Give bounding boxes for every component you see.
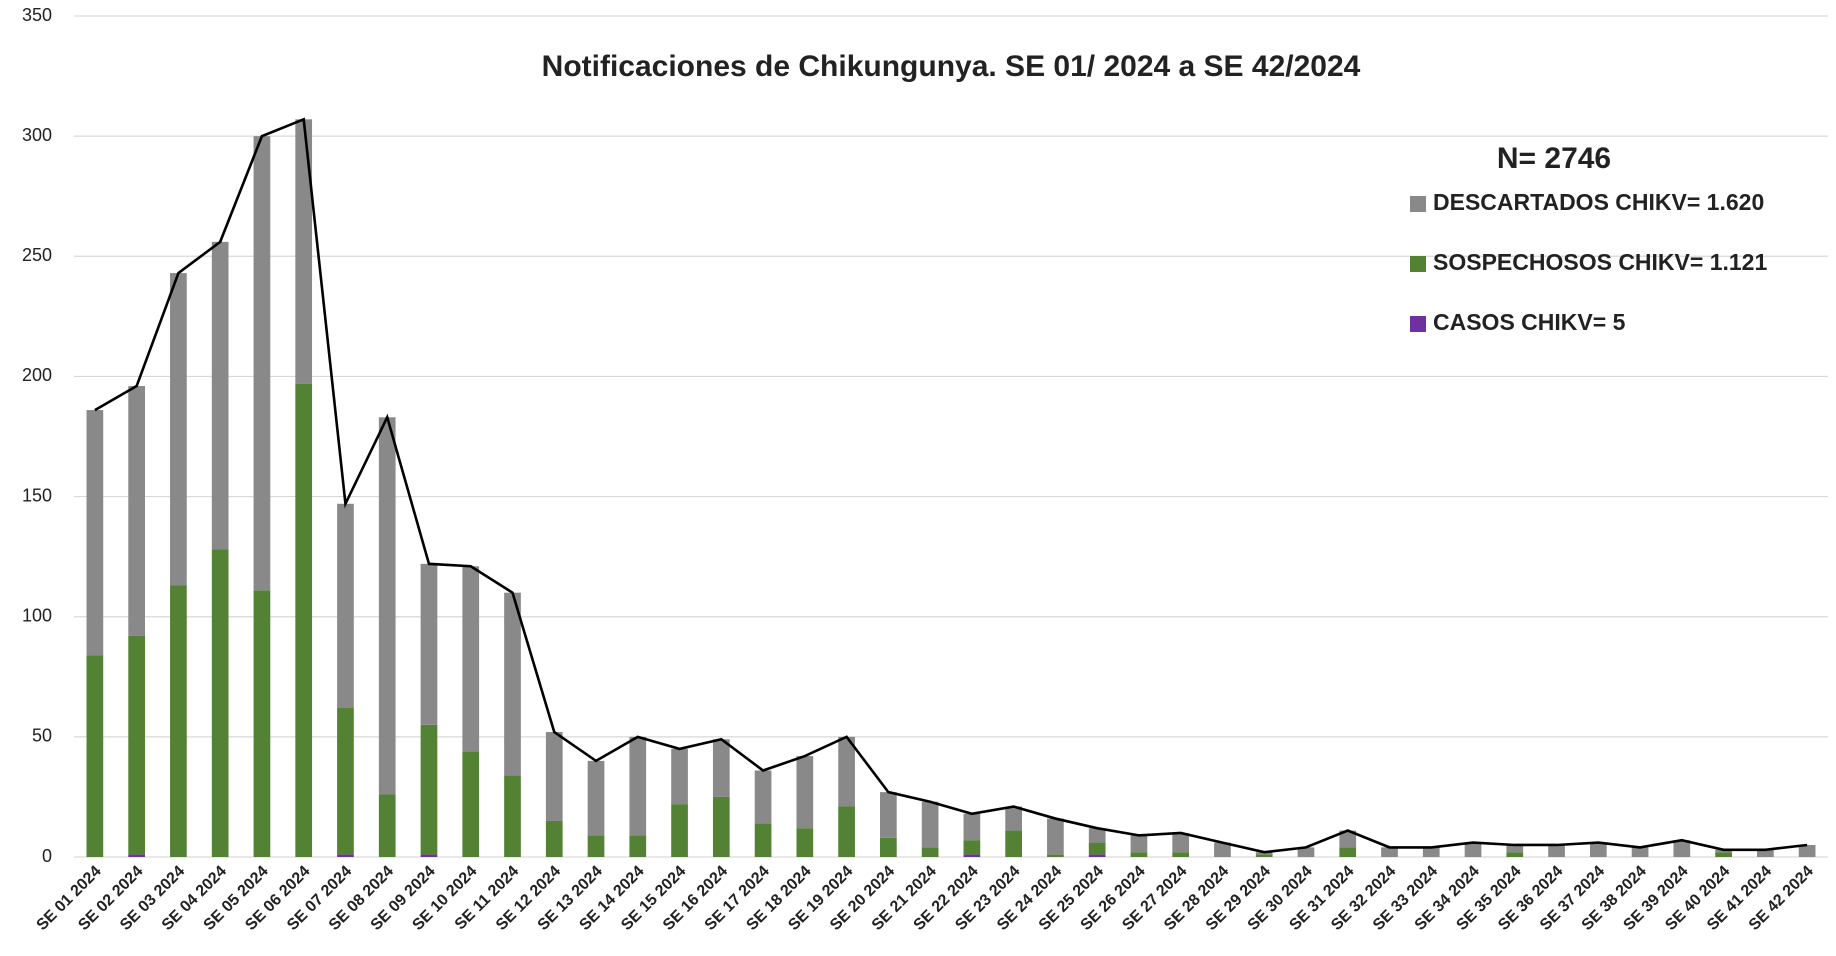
bar-segment bbox=[671, 804, 688, 857]
bar-segment bbox=[128, 854, 145, 857]
bar-segment bbox=[963, 813, 981, 841]
bar-segment bbox=[253, 590, 271, 857]
y-tick-label: 150 bbox=[22, 485, 52, 505]
bar-segment bbox=[128, 635, 145, 855]
bar-segment bbox=[754, 823, 772, 857]
bar-segment bbox=[378, 417, 396, 795]
bar-segment bbox=[963, 854, 981, 857]
bar-segment bbox=[1339, 847, 1357, 857]
bar-segment bbox=[1631, 847, 1649, 857]
legend-title: N= 2746 bbox=[1497, 142, 1611, 175]
bar-segment bbox=[1088, 828, 1106, 843]
y-tick-label: 300 bbox=[22, 125, 52, 145]
bar-segment bbox=[211, 241, 229, 550]
legend-swatch bbox=[1410, 316, 1426, 332]
bar-segment bbox=[1422, 847, 1440, 857]
bar-segment bbox=[1130, 835, 1148, 853]
bar-segment bbox=[1339, 830, 1357, 848]
bar-segment bbox=[295, 383, 313, 857]
bar-segment bbox=[253, 136, 271, 591]
y-tick-label: 250 bbox=[22, 245, 52, 265]
bar-segment bbox=[1589, 842, 1607, 857]
total-line bbox=[94, 117, 1808, 854]
bar-segment bbox=[1047, 818, 1064, 855]
bar-segment bbox=[462, 751, 480, 857]
bar-segment bbox=[1548, 844, 1565, 857]
bar-segment bbox=[504, 592, 521, 776]
bar-segment bbox=[1088, 842, 1106, 855]
bar-segment bbox=[420, 854, 438, 857]
bar-segment bbox=[86, 410, 104, 656]
bar-segment bbox=[211, 549, 229, 857]
bar-segment bbox=[420, 724, 438, 855]
bar-segment bbox=[1088, 854, 1106, 857]
bar-segment bbox=[420, 563, 438, 725]
y-tick-label: 100 bbox=[22, 605, 52, 625]
bar-segment bbox=[796, 828, 814, 857]
bar-segment bbox=[712, 796, 730, 857]
bar-segment bbox=[838, 806, 855, 857]
bar-segment bbox=[838, 736, 855, 807]
bar-segment bbox=[880, 837, 897, 857]
bar-segment bbox=[796, 756, 814, 829]
bar-segment bbox=[587, 760, 605, 836]
y-tick-label: 200 bbox=[22, 365, 52, 385]
bar-segment bbox=[170, 585, 187, 857]
bar-segment bbox=[629, 736, 647, 836]
bar-segment bbox=[86, 655, 104, 857]
bar-segment bbox=[1297, 847, 1315, 857]
bar-segment bbox=[1047, 854, 1064, 857]
bar-segment bbox=[1255, 854, 1273, 857]
bar-segment bbox=[1464, 842, 1482, 857]
bar-segment bbox=[504, 775, 521, 857]
y-tick-label: 50 bbox=[32, 726, 52, 746]
y-tick-label: 350 bbox=[22, 5, 52, 25]
y-tick-label: 0 bbox=[42, 846, 52, 866]
bar-segment bbox=[880, 792, 897, 838]
bar-segment bbox=[921, 847, 939, 857]
bar-segment bbox=[1005, 830, 1022, 857]
legend-label: SOSPECHOSOS CHIKV= 1.121 bbox=[1433, 249, 1767, 275]
bar-segment bbox=[462, 566, 480, 752]
legend-label: DESCARTADOS CHIKV= 1.620 bbox=[1433, 189, 1764, 215]
bar-segment bbox=[1798, 844, 1816, 857]
legend-label: CASOS CHIKV= 5 bbox=[1433, 309, 1626, 335]
legend-swatch bbox=[1410, 256, 1426, 272]
bar-segment bbox=[1130, 852, 1148, 857]
bar-segment bbox=[545, 732, 563, 821]
bar-segment bbox=[1381, 847, 1398, 857]
bar-segment bbox=[754, 770, 772, 824]
bar-segment bbox=[337, 854, 354, 857]
bar-segment bbox=[1172, 852, 1190, 857]
bar-segment bbox=[587, 835, 605, 857]
bar-segment bbox=[671, 748, 688, 805]
bar-segment bbox=[128, 386, 145, 636]
bar-segment bbox=[963, 840, 981, 855]
bar-segment bbox=[1506, 852, 1524, 857]
bar-segment bbox=[1172, 832, 1190, 853]
bar-segment bbox=[921, 801, 939, 848]
bar-segment bbox=[1757, 849, 1774, 857]
bar-segment bbox=[1506, 844, 1524, 853]
bar-segment bbox=[337, 503, 354, 709]
legend-swatch bbox=[1410, 196, 1426, 212]
bar-segment bbox=[1005, 806, 1022, 831]
bar-segment bbox=[337, 708, 354, 855]
bar-segment bbox=[545, 820, 563, 857]
bar-segment bbox=[1715, 852, 1732, 857]
bar-segment bbox=[378, 794, 396, 857]
bar-segment bbox=[295, 119, 313, 384]
bar-segment bbox=[1214, 842, 1231, 857]
bar-segment bbox=[170, 273, 187, 586]
bar-segment bbox=[629, 835, 647, 857]
bar-segment bbox=[1673, 840, 1691, 857]
chart-title: Notificaciones de Chikungunya. SE 01/ 20… bbox=[542, 50, 1361, 83]
bar-segment bbox=[712, 739, 730, 797]
